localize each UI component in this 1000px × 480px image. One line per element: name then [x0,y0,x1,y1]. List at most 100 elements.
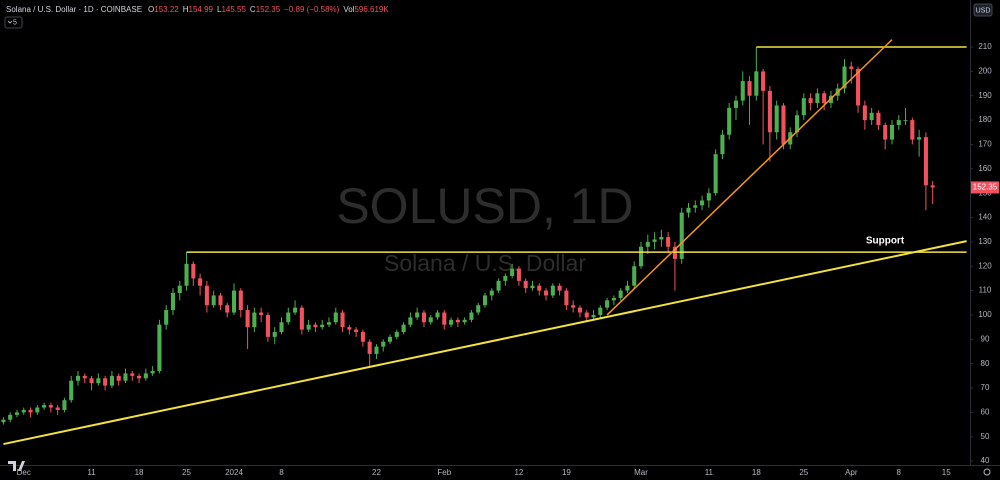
candle-body [645,241,650,247]
candle-body [170,293,176,311]
y-tick-label: 90 [981,334,990,343]
candle-body [367,341,372,354]
plot [1,39,967,446]
candle-body [299,307,304,330]
x-tick-label: 25 [182,468,191,477]
watermark-subtitle: Solana / U.S. Dollar [384,250,586,276]
candle-body [482,295,488,306]
candle-body [557,285,562,291]
candle-body [822,93,827,104]
y-tick-label: 210 [978,42,992,51]
candle-body [598,307,603,315]
candle-body [774,105,779,133]
candle-body [62,400,67,410]
indicator-toggle[interactable] [4,16,23,29]
candle-body [842,66,847,89]
y-tick-label: 110 [979,286,992,295]
candle-body [862,105,867,121]
last-price-box [971,181,999,194]
candle-body [177,285,182,294]
candle-body [55,407,60,410]
x-tick-label: 22 [372,468,381,477]
y-tick-label: 100 [978,310,992,319]
candle-body [103,378,108,386]
x-tick-label: 8 [897,468,902,477]
y-tick-label: 200 [978,66,992,75]
candle-body [286,312,291,323]
candle-body [693,205,698,208]
currency-button[interactable] [973,3,993,17]
candle-body [245,310,250,328]
x-tick-label: 12 [514,468,523,477]
x-tick-label: 25 [799,468,808,477]
candle-body [313,324,318,328]
candle-body [489,290,494,296]
support-annotation: Support [866,236,905,247]
candle-body [666,237,671,247]
candle-body [116,375,121,381]
candle-body [381,341,386,347]
candle-body [394,332,399,337]
volume-value: 596.619K [354,5,389,14]
candle-body [42,405,47,408]
candle-body [28,409,33,413]
indicator-count: 5 [13,19,17,26]
candle-body [523,280,528,289]
low-value: 145.55 [221,5,246,14]
candle-body [591,314,596,318]
x-tick-label: 18 [135,468,144,477]
candle-body [889,124,895,140]
candle-body [259,312,264,315]
candle-body [265,314,270,337]
candle-body [632,266,637,286]
candle-body [449,319,454,325]
candle-body [740,81,745,101]
candle-body [503,275,508,281]
candle-body [516,268,521,281]
candle-body [421,312,426,323]
candle-body [347,327,352,330]
candle-body [150,370,155,374]
high-value: 154.99 [189,5,214,14]
x-tick-label: 11 [87,468,96,477]
close-value: 152.35 [256,5,281,14]
candle-body [109,375,114,386]
candle-body [1,419,6,423]
candle-body [781,105,786,145]
candle-body [510,268,515,276]
candle-body [89,378,94,384]
candle-body [123,373,128,381]
y-tick-label: 140 [978,213,992,222]
candle-body [306,324,311,330]
high-label: H [183,5,189,14]
y-tick-label: 170 [978,140,992,149]
y-tick-label: 160 [978,164,992,173]
candle-body [435,312,440,318]
last-price-label: 152.35 [973,183,998,192]
volume-label: Vol [343,5,354,14]
candle-body [713,154,718,194]
candle-body [686,207,691,213]
candle-body [272,332,277,337]
candle-body [896,120,901,125]
candle-body [238,290,243,311]
candle-body [340,312,345,328]
y-tick-label: 70 [981,383,990,392]
x-tick-label: 2024 [225,468,243,477]
symbol: Solana / U.S. Dollar · 1D · COINBASE [6,5,142,14]
candle-body [930,185,935,188]
candle-body [801,98,806,116]
candle-body [333,312,338,323]
candle-body [75,375,81,381]
close-label: C [250,5,256,14]
candle-body [611,297,616,301]
candle-body [279,322,284,333]
open-value: 153.22 [154,5,179,14]
candle-body [605,300,610,308]
candle-body [35,407,40,413]
candle-body [320,324,325,328]
candle-body [164,310,169,325]
y-tick-label: 80 [981,359,990,368]
candle-body [293,307,298,313]
settings-button[interactable] [983,468,991,476]
